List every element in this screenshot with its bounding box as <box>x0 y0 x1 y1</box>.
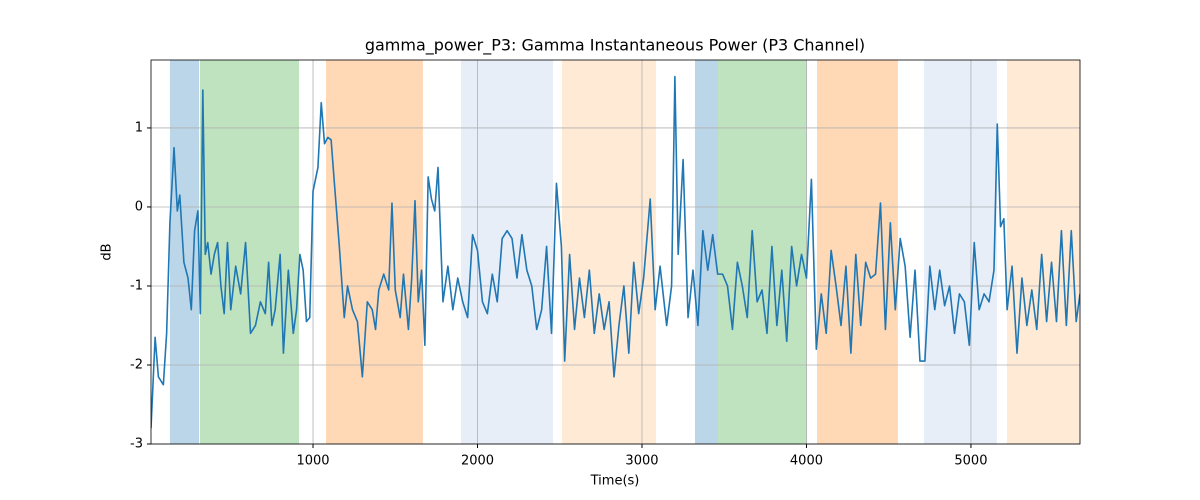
shaded-span <box>694 60 718 444</box>
y-tick-label: -3 <box>130 437 143 452</box>
y-tick-label: 0 <box>135 199 143 214</box>
shaded-span <box>561 60 656 444</box>
shaded-span <box>326 60 423 444</box>
y-tick-label: -1 <box>130 278 143 293</box>
shaded-span <box>169 60 200 444</box>
plot-frame <box>150 59 1081 445</box>
y-tick-label: 1 <box>135 120 143 135</box>
y-axis-label: dB <box>100 243 115 260</box>
x-tick-label: 2000 <box>461 454 494 469</box>
x-tick-label: 3000 <box>625 454 658 469</box>
x-axis-label: Time(s) <box>590 474 640 489</box>
x-tick-label: 1000 <box>296 454 329 469</box>
y-tick-label: -2 <box>130 357 143 372</box>
shaded-span <box>1006 60 1080 444</box>
shaded-span <box>816 60 898 444</box>
shaded-span <box>923 60 997 444</box>
data-line <box>151 75 1080 429</box>
chart-title: gamma_power_P3: Gamma Instantaneous Powe… <box>365 36 865 56</box>
shaded-span <box>461 60 553 444</box>
shaded-span <box>717 60 807 444</box>
shaded-span <box>200 60 300 444</box>
x-tick-label: 4000 <box>790 454 823 469</box>
x-tick-label: 5000 <box>954 454 987 469</box>
